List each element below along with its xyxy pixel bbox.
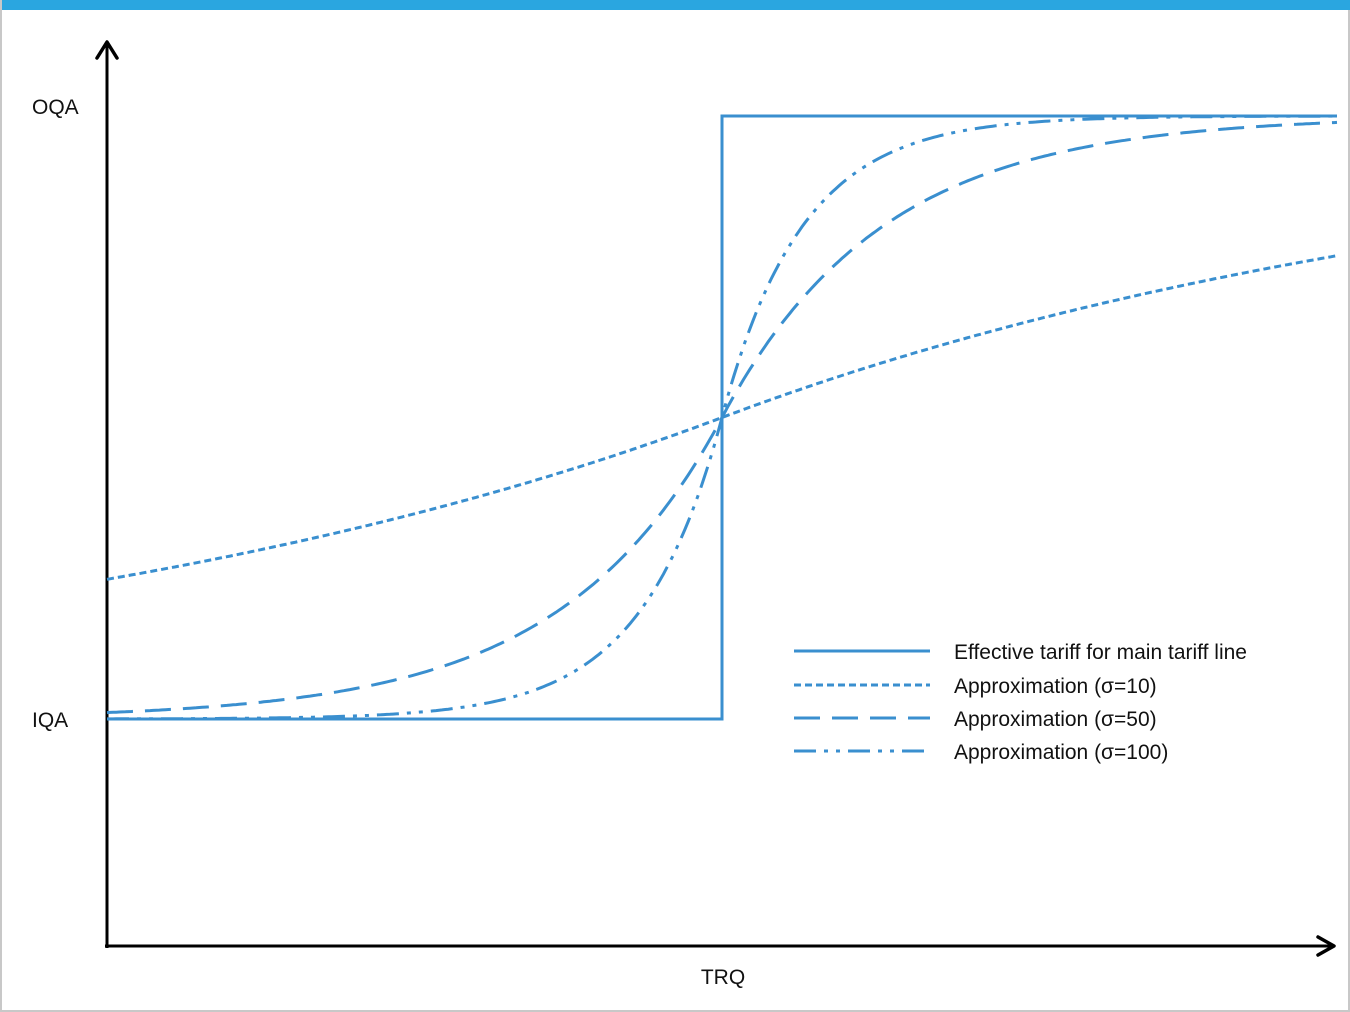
series-line-approx-sigma-100	[107, 114, 1337, 721]
series-group	[106, 114, 1338, 721]
legend-label-approx-sigma-10: Approximation (σ=10)	[954, 675, 1157, 698]
series-line-approx-sigma-10	[106, 254, 1338, 581]
top-accent-bar	[2, 0, 1350, 10]
x-axis-arrowhead	[1316, 935, 1336, 957]
legend-label-approx-sigma-50: Approximation (σ=50)	[954, 708, 1157, 731]
y-axis-arrowhead	[95, 40, 119, 60]
legend: Effective tariff for main tariff line Ap…	[794, 641, 1247, 764]
y-tick-label-oqa: OQA	[32, 96, 79, 119]
x-axis-title: TRQ	[701, 966, 745, 989]
legend-label-effective-tariff: Effective tariff for main tariff line	[954, 641, 1247, 664]
legend-label-approx-sigma-100: Approximation (σ=100)	[954, 741, 1168, 764]
y-tick-label-iqa: IQA	[32, 709, 68, 732]
